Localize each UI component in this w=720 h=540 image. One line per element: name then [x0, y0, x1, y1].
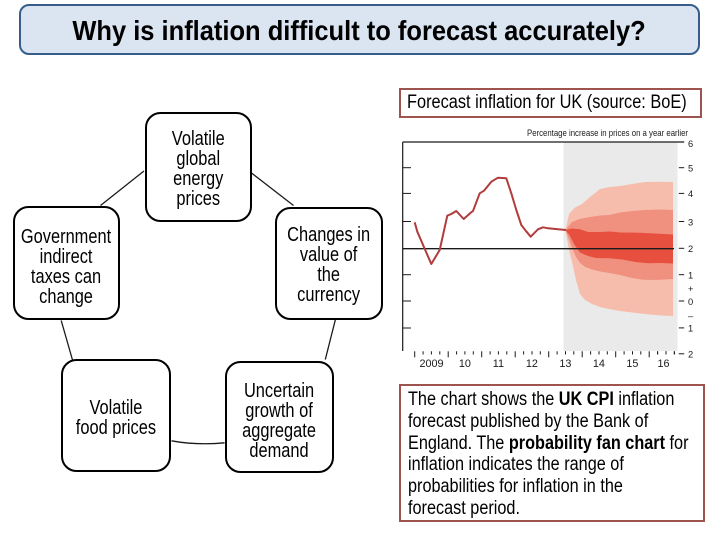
svg-text:6: 6 — [688, 139, 693, 149]
svg-text:12: 12 — [526, 358, 538, 370]
svg-text:16: 16 — [657, 358, 669, 370]
svg-text:1: 1 — [688, 324, 693, 334]
svg-text:–: – — [688, 311, 694, 321]
svg-text:1: 1 — [688, 271, 693, 281]
svg-text:15: 15 — [626, 358, 638, 370]
svg-text:+: + — [688, 284, 693, 294]
svg-text:4: 4 — [688, 189, 693, 199]
svg-text:11: 11 — [493, 358, 504, 370]
svg-text:13: 13 — [559, 358, 571, 370]
svg-text:10: 10 — [459, 358, 471, 370]
svg-text:3: 3 — [688, 217, 693, 227]
svg-text:5: 5 — [688, 164, 693, 174]
svg-text:0: 0 — [688, 297, 693, 307]
svg-text:2009: 2009 — [419, 358, 443, 370]
svg-text:2: 2 — [688, 244, 693, 254]
svg-text:2: 2 — [688, 350, 693, 360]
svg-text:Percentage increase in prices: Percentage increase in prices on a year … — [527, 128, 688, 138]
svg-text:14: 14 — [593, 358, 605, 370]
